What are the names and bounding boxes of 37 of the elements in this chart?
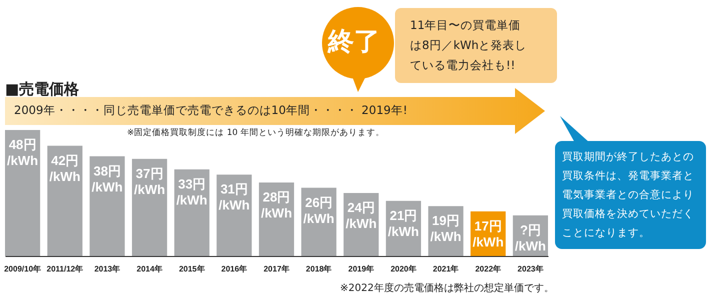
x-tick-label: 2014年 — [136, 264, 162, 274]
x-tick-label: 2021年 — [432, 264, 459, 274]
data-label: 42円/kWh — [49, 152, 80, 184]
data-label: 17円/kWh — [472, 218, 504, 250]
x-tick-label: 2009/10年 — [4, 264, 42, 274]
bar — [90, 156, 125, 256]
x-tick-label: 2017年 — [264, 264, 290, 274]
x-tick-label: 2011/12年 — [46, 264, 84, 274]
x-tick-label: 2016年 — [221, 264, 248, 274]
x-tick-label: 2022年 — [475, 264, 502, 274]
text: 終了 — [328, 26, 380, 59]
data-label: 31円/kWh — [218, 182, 250, 213]
bar — [5, 130, 40, 256]
x-tick-label: 2018年 — [306, 264, 332, 274]
text: 買取期間が終了したあとの買取条件は、発電事業者と電気事業者との合意により買取価格を決めていただくことになります。 — [562, 150, 695, 241]
bar — [47, 146, 82, 256]
data-label: 38円/kWh — [92, 163, 123, 194]
data-label: 33円/kWh — [176, 176, 208, 208]
data-label: 19円/kWh — [430, 213, 462, 244]
x-tick-label: 2015年 — [178, 264, 205, 274]
data-label: 48円/kWh — [7, 137, 38, 168]
text: ※2022年度の売電価格は弊社の想定単価です。 — [340, 282, 554, 295]
chart-title: ■売電価格 — [5, 80, 80, 99]
data-label: 28円/kWh — [260, 190, 292, 220]
x-tick-label: 2023年 — [518, 264, 544, 274]
x-tick-label: 2020年 — [390, 264, 416, 274]
data-label: 24円/kWh — [346, 200, 377, 231]
annotation: ※固定価格買取制度には 10 年間という明確な期限があります。 — [127, 127, 384, 139]
text: 11年目〜の買電単価は8円／kWhと発表している電力会社も!! — [410, 17, 528, 74]
data-label: ?円/kWh — [514, 222, 546, 254]
data-label: 37円/kWh — [134, 166, 166, 197]
text: 2009年・・・・同じ売電単価で売電できるのは10年間・・・・ 2019年! — [14, 103, 408, 118]
x-tick-label: 2019年 — [348, 264, 374, 274]
bar — [132, 158, 168, 256]
x-tick-label: 2013年 — [94, 264, 120, 274]
data-label: 21円/kWh — [388, 208, 420, 239]
data-label: 26円/kWh — [303, 194, 334, 226]
